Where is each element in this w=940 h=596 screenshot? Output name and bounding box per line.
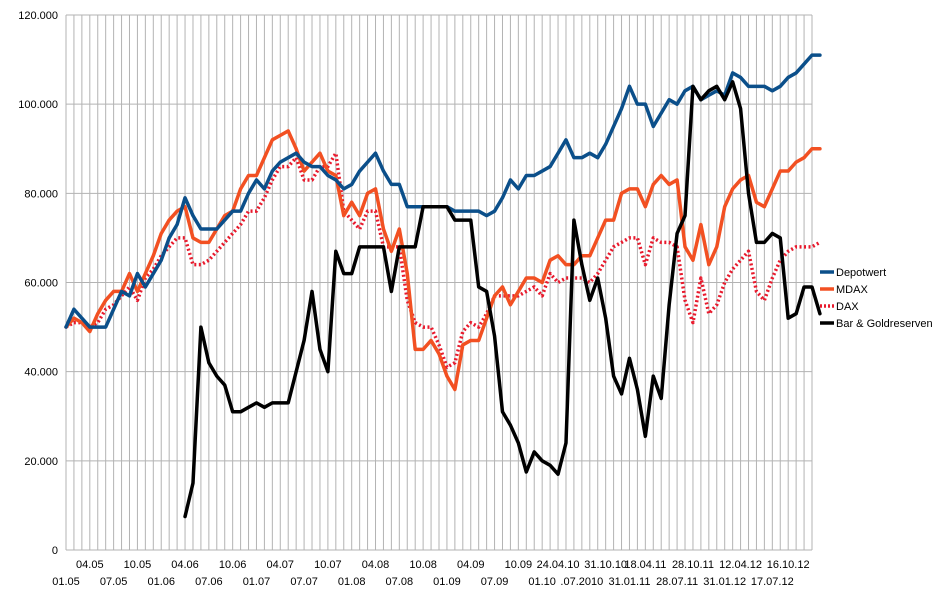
chart-grid [65,14,813,551]
x-tick-label: 04.05 [76,559,104,571]
y-tick-label: 0 [52,545,58,557]
y-tick-label: 60.000 [24,278,58,290]
legend: Depotwert MDAX DAX Bar & Goldreserven [820,267,933,330]
x-tick-label: 07.07 [290,576,318,588]
x-axis: 04.05 10.05 04.06 10.06 04.07 10.07 04.08 10.08… [52,559,809,588]
series-line-dax [65,151,821,369]
x-tick-label: 10.08 [409,559,437,571]
x-tick-label: 01.05 [52,576,80,588]
x-tick-label: 07.08 [386,576,414,588]
x-tick-label: 28.10.11 [672,559,714,571]
x-tick-label: 28.07.11 [656,576,698,588]
y-tick-label: 40.000 [24,367,58,379]
x-tick-label: 16.10.12 [767,559,810,571]
y-tick-label: 120.000 [18,10,58,22]
x-tick-label: 10.05 [124,559,152,571]
x-tick-label: 31.01.12 [703,576,746,588]
x-tick-label: 04.09 [457,559,485,571]
x-tick-label: 17.07.12 [751,576,794,588]
x-tick-label: 31.10.10 [584,559,627,571]
series-line-mdax [64,129,822,392]
x-tick-label: 01.07 [243,576,271,588]
series-lines [64,53,822,519]
legend-label: Bar & Goldreserven [836,318,933,330]
x-tick-label: 10.07 [314,559,342,571]
x-tick-label: 07.05 [100,576,128,588]
y-tick-label: 80.000 [24,188,58,200]
x-tick-label: 01.09 [433,576,461,588]
x-tick-label: 04.07 [267,559,295,571]
x-tick-label: 04.08 [362,559,390,571]
series-line-bar-goldreserven [183,80,822,519]
x-tick-label: 24.04.10 [537,559,580,571]
x-tick-label: 10.06 [219,559,247,571]
x-tick-label: 18.04.11 [624,559,666,571]
y-tick-label: 100.000 [18,99,58,111]
x-tick-label: 07.06 [195,576,223,588]
legend-label: DAX [836,301,859,313]
y-axis: 0 20.000 40.000 60.000 80.000 100.000 120.000 [18,10,58,557]
x-tick-label: 01.10 [528,576,556,588]
y-tick-label: 20.000 [24,456,58,468]
x-tick-label: 01.08 [338,576,366,588]
x-tick-label: 12.04.12 [719,559,762,571]
series-line-depotwert [64,53,822,329]
x-tick-label: 07.09 [481,576,509,588]
x-tick-label: 01.06 [147,576,175,588]
x-tick-label: 10.09 [505,559,533,571]
legend-label: MDAX [836,284,868,296]
x-tick-label: .07.2010 [560,576,603,588]
x-tick-label: 31.01.11 [608,576,650,588]
x-tick-label: 04.06 [171,559,199,571]
legend-label: Depotwert [836,267,886,279]
